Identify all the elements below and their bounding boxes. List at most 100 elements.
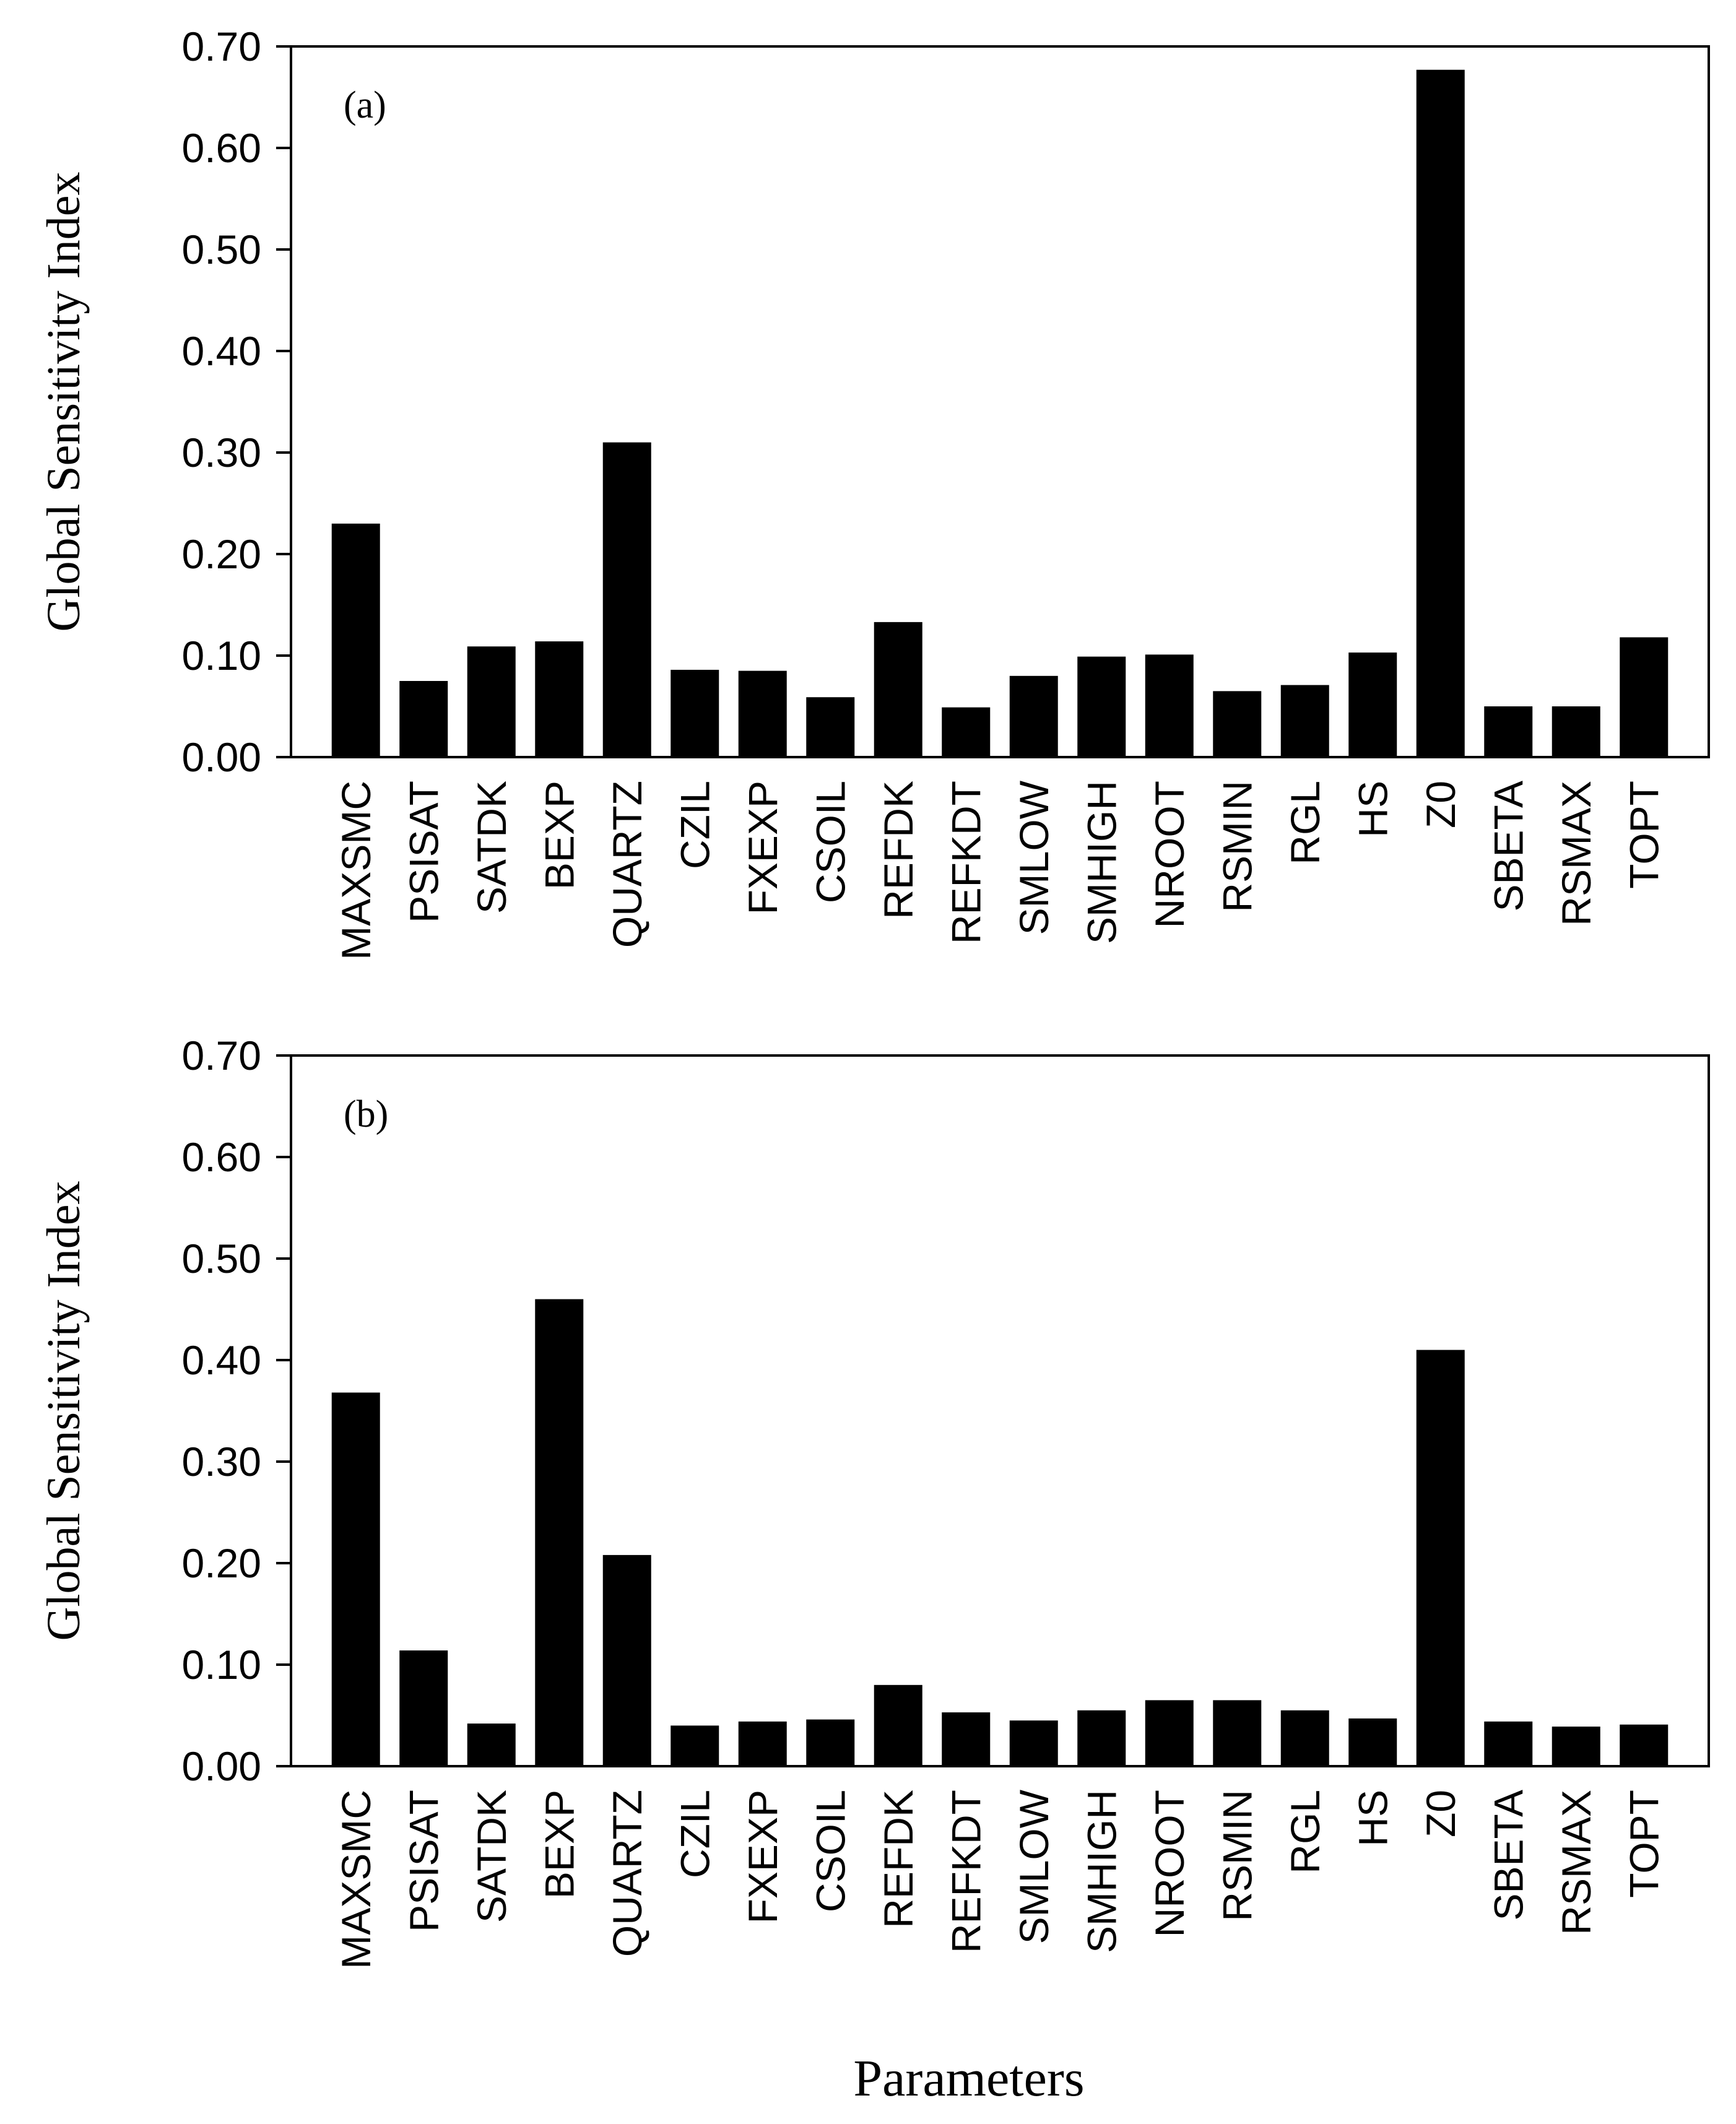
x-tick-label: SATDK — [469, 1790, 514, 1923]
x-tick-label: REFKDT — [943, 781, 989, 944]
y-tick-label: 0.20 — [182, 531, 261, 577]
bar — [331, 523, 380, 757]
bar — [671, 1725, 719, 1766]
x-tick-label: SMHIGH — [1078, 781, 1124, 944]
bar — [1145, 654, 1194, 757]
bar — [1077, 1710, 1126, 1766]
y-tick-label: 0.00 — [182, 1743, 261, 1789]
bar — [1416, 1350, 1465, 1766]
x-tick-label: RGL — [1282, 781, 1328, 865]
x-tick-label: FXEXP — [740, 1790, 786, 1923]
bar — [738, 1721, 787, 1766]
y-tick-label: 0.70 — [182, 1033, 261, 1078]
x-tick-label: TOPT — [1621, 1790, 1667, 1898]
x-tick-label: HS — [1350, 781, 1395, 838]
x-tick-label: RSMAX — [1553, 781, 1599, 926]
bar — [1009, 675, 1058, 757]
x-tick-label: NROOT — [1147, 1790, 1192, 1937]
y-tick-label: 0.60 — [182, 125, 261, 171]
bar — [331, 1392, 380, 1766]
bar — [942, 707, 991, 757]
x-tick-label: QUARTZ — [604, 781, 650, 948]
panel-b: 0.00 0.10 0.20 0.30 0.40 0.50 0.60 0.70 Global S… — [38, 1033, 1710, 1969]
bar — [1077, 656, 1126, 757]
x-tick-label: RSMAX — [1553, 1790, 1599, 1935]
x-tick-label: BEXP — [536, 1790, 582, 1899]
y-tick-label: 0.40 — [182, 328, 261, 374]
x-tick-label: SATDK — [469, 781, 514, 914]
bar — [1348, 652, 1397, 757]
bar — [942, 1712, 991, 1766]
bar — [806, 697, 855, 757]
bar — [467, 1723, 516, 1766]
bar — [1280, 685, 1329, 757]
bar — [535, 641, 584, 757]
bar — [671, 669, 719, 757]
bar — [1484, 1721, 1533, 1766]
y-tick-label: 0.50 — [182, 1236, 261, 1281]
x-tick-label: BEXP — [536, 781, 582, 890]
bar — [1213, 1700, 1262, 1766]
x-tick-label: QUARTZ — [604, 1790, 650, 1957]
bar — [602, 1554, 651, 1766]
x-tick-label: REFDK — [875, 1790, 921, 1928]
x-tick-label: PSISAT — [401, 781, 446, 923]
y-tick-label: 0.30 — [182, 430, 261, 475]
bar — [535, 1299, 584, 1766]
x-tick-label: CZIL — [672, 781, 718, 869]
bar — [1009, 1720, 1058, 1766]
y-tick-label: 0.10 — [182, 1642, 261, 1688]
y-tick-label: 0.10 — [182, 633, 261, 678]
bar — [399, 681, 448, 757]
y-tick-label: 0.30 — [182, 1439, 261, 1485]
x-axis-title: Parameters — [853, 2050, 1084, 2107]
bar — [1213, 691, 1262, 757]
bar — [1620, 637, 1669, 757]
bar — [1552, 706, 1600, 757]
x-tick-label: MAXSMC — [333, 1790, 379, 1969]
x-tick-label: SMLOW — [1011, 780, 1057, 935]
y-axis-title: Global Sensitivity Index — [38, 171, 90, 631]
bar — [467, 646, 516, 757]
bar — [1280, 1710, 1329, 1766]
x-tick-label: RSMIN — [1214, 1790, 1260, 1922]
bar — [874, 1684, 922, 1766]
x-tick-label: Z0 — [1418, 781, 1464, 828]
x-tick-label: MAXSMC — [333, 781, 379, 960]
plot-frame — [290, 45, 1710, 758]
y-tick-label: 0.70 — [182, 24, 261, 69]
x-tick-label: PSISAT — [401, 1790, 446, 1932]
x-tick-label: RSMIN — [1214, 781, 1260, 912]
x-tick-label: TOPT — [1621, 781, 1667, 889]
bar — [1620, 1724, 1669, 1766]
panel-label: (a) — [344, 84, 386, 126]
bar — [806, 1719, 855, 1766]
bar — [738, 670, 787, 757]
x-tick-label: CSOIL — [807, 1790, 853, 1912]
x-tick-label: FXEXP — [740, 781, 786, 914]
y-axis-title: Global Sensitivity Index — [38, 1181, 90, 1641]
bar — [1145, 1700, 1194, 1766]
bar — [602, 442, 651, 757]
y-tick-label: 0.00 — [182, 734, 261, 780]
bar — [874, 622, 922, 757]
x-tick-label: SBETA — [1485, 781, 1531, 912]
x-tick-label: CSOIL — [807, 781, 853, 903]
x-tick-label: HS — [1350, 1790, 1395, 1847]
x-tick-label: RGL — [1282, 1790, 1328, 1874]
bar — [399, 1650, 448, 1766]
plot-frame — [290, 1054, 1710, 1767]
y-tick-label: 0.50 — [182, 227, 261, 272]
x-tick-label: REFDK — [875, 781, 921, 919]
x-tick-label: Z0 — [1418, 1790, 1464, 1837]
y-tick-label: 0.40 — [182, 1337, 261, 1383]
x-tick-label: SMHIGH — [1078, 1790, 1124, 1953]
x-tick-label: SMLOW — [1011, 1789, 1057, 1944]
bar — [1348, 1718, 1397, 1766]
x-tick-label: REFKDT — [943, 1790, 989, 1953]
bar — [1416, 69, 1465, 758]
bar — [1552, 1727, 1600, 1766]
panel-label: (b) — [344, 1093, 388, 1135]
x-tick-label: NROOT — [1147, 781, 1192, 928]
